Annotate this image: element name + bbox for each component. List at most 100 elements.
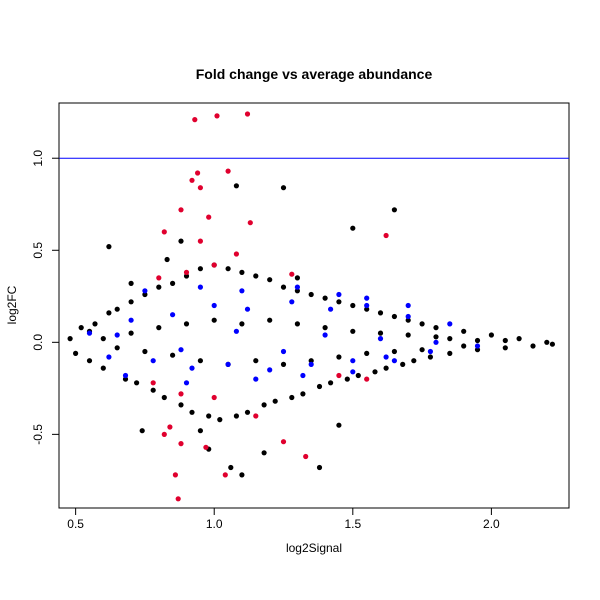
chart-title: Fold change vs average abundance [196, 66, 433, 82]
y-tick-label: 1.0 [31, 150, 45, 167]
data-point [391, 348, 397, 355]
data-point [502, 337, 508, 344]
data-point [100, 365, 106, 371]
data-point [549, 341, 556, 347]
data-point [502, 345, 508, 351]
data-point [156, 284, 162, 290]
data-point [280, 439, 287, 445]
data-point [303, 453, 309, 460]
data-point [280, 348, 287, 355]
data-point [322, 332, 328, 338]
data-point [225, 361, 231, 367]
data-point [336, 422, 342, 428]
data-point [128, 299, 134, 305]
data-point [172, 472, 178, 478]
data-point [150, 380, 156, 386]
data-point [364, 306, 370, 312]
data-point [267, 367, 273, 373]
y-tick-label: 0.0 [31, 334, 45, 351]
data-point [233, 413, 239, 419]
data-point [86, 358, 93, 364]
data-point [183, 273, 190, 279]
data-point [328, 380, 334, 386]
data-point [474, 337, 481, 344]
data-point [253, 273, 259, 279]
data-point [280, 284, 287, 290]
y-tick-label: -0.5 [31, 424, 45, 445]
data-point [377, 330, 384, 336]
data-point [383, 232, 389, 239]
data-point [150, 358, 156, 364]
data-point [170, 312, 176, 318]
data-point [197, 266, 203, 272]
data-points [67, 111, 556, 502]
data-point [261, 402, 267, 408]
data-point [178, 238, 184, 244]
data-point [433, 334, 439, 340]
data-point [244, 111, 251, 117]
data-point [244, 306, 251, 312]
data-point [192, 117, 198, 123]
data-point [474, 347, 481, 353]
data-point [114, 332, 120, 338]
data-point [217, 417, 223, 423]
data-point [419, 347, 425, 353]
data-point [114, 306, 120, 312]
data-point [294, 288, 300, 294]
data-point [170, 280, 176, 286]
data-point [308, 291, 314, 298]
data-point [427, 348, 433, 355]
data-point [214, 113, 220, 119]
data-point [280, 361, 287, 367]
data-point [170, 352, 176, 358]
data-point [92, 321, 98, 327]
data-point [289, 299, 295, 305]
data-point [142, 348, 148, 355]
data-point [411, 358, 417, 364]
data-point [391, 207, 397, 213]
data-point [364, 350, 370, 356]
data-point [156, 325, 162, 331]
data-point [261, 450, 267, 456]
data-point [350, 369, 356, 375]
data-point [336, 299, 342, 305]
data-point [156, 275, 162, 281]
data-point [178, 207, 184, 213]
data-point [189, 177, 195, 183]
data-point [225, 168, 231, 174]
data-point [167, 424, 173, 430]
data-point [228, 464, 234, 471]
data-point [189, 365, 195, 371]
data-point [383, 354, 389, 360]
data-point [122, 372, 129, 379]
data-point [400, 361, 406, 367]
data-point [100, 336, 106, 342]
data-point [239, 472, 245, 478]
data-point [211, 394, 217, 401]
data-point [247, 220, 253, 226]
data-point [211, 302, 217, 309]
data-point [150, 387, 156, 393]
data-point [222, 472, 228, 478]
x-axis: 0.5 1.0 1.5 2.0 [67, 507, 500, 531]
data-point [253, 413, 259, 419]
data-point [383, 365, 389, 371]
data-point [197, 428, 203, 434]
data-point [427, 354, 433, 360]
data-point [405, 317, 411, 323]
x-tick-label: 0.5 [67, 517, 84, 531]
data-point [142, 288, 148, 294]
data-point [530, 343, 536, 349]
data-point [336, 372, 342, 379]
data-point [488, 332, 494, 338]
data-point [78, 325, 84, 331]
data-point [377, 310, 384, 316]
x-tick-label: 2.0 [483, 517, 500, 531]
data-point [197, 185, 203, 191]
data-point [195, 170, 201, 176]
data-point [308, 358, 314, 364]
data-point [197, 358, 203, 364]
data-point [203, 444, 209, 450]
data-point [280, 185, 287, 191]
data-point [211, 262, 217, 268]
